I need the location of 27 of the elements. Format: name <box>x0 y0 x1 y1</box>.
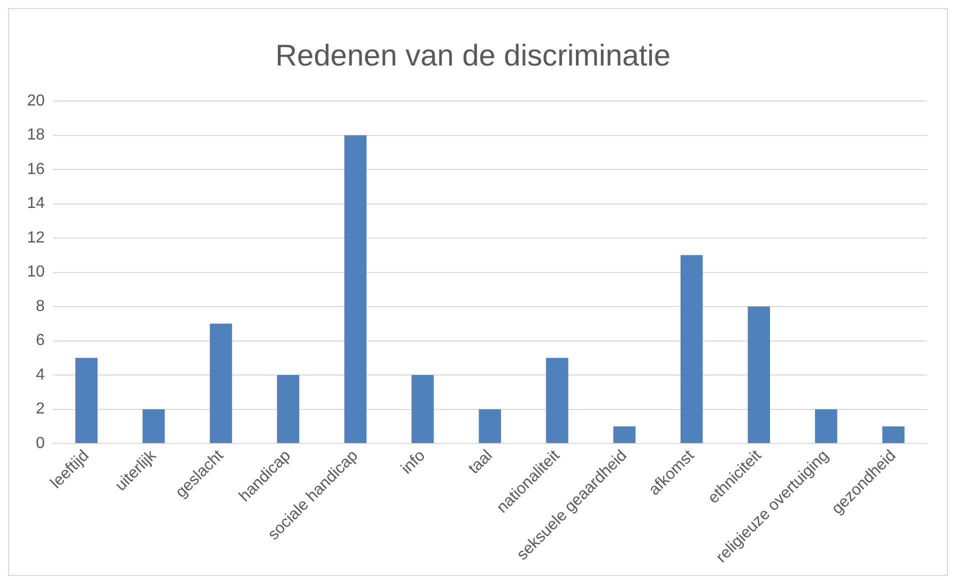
bar <box>748 306 770 444</box>
y-tick-label: 2 <box>36 400 45 418</box>
bar <box>210 324 232 444</box>
y-tick-label: 10 <box>27 264 45 281</box>
y-tick-label: 0 <box>36 434 45 452</box>
y-tick-label: 4 <box>36 366 45 384</box>
y-tick-label: 20 <box>27 92 45 110</box>
chart-title: Redenen van de discriminatie <box>275 39 671 72</box>
bar <box>412 375 434 444</box>
y-tick-label: 14 <box>27 195 45 212</box>
y-tick-label: 6 <box>36 332 45 350</box>
bar <box>75 358 98 444</box>
bar <box>613 426 636 444</box>
bar <box>680 255 703 444</box>
bar <box>142 409 165 444</box>
y-tick-label: 18 <box>27 126 45 144</box>
y-tick-label: 16 <box>27 160 45 178</box>
y-tick-label: 12 <box>27 229 45 246</box>
bar <box>815 409 838 444</box>
bar <box>546 358 568 444</box>
bar <box>277 375 300 444</box>
bar <box>882 426 904 444</box>
y-tick-label: 8 <box>36 298 45 315</box>
bar <box>344 135 366 444</box>
bar <box>478 409 501 444</box>
x-tick-label: taal <box>466 447 496 478</box>
x-tick-label: info <box>398 447 429 478</box>
